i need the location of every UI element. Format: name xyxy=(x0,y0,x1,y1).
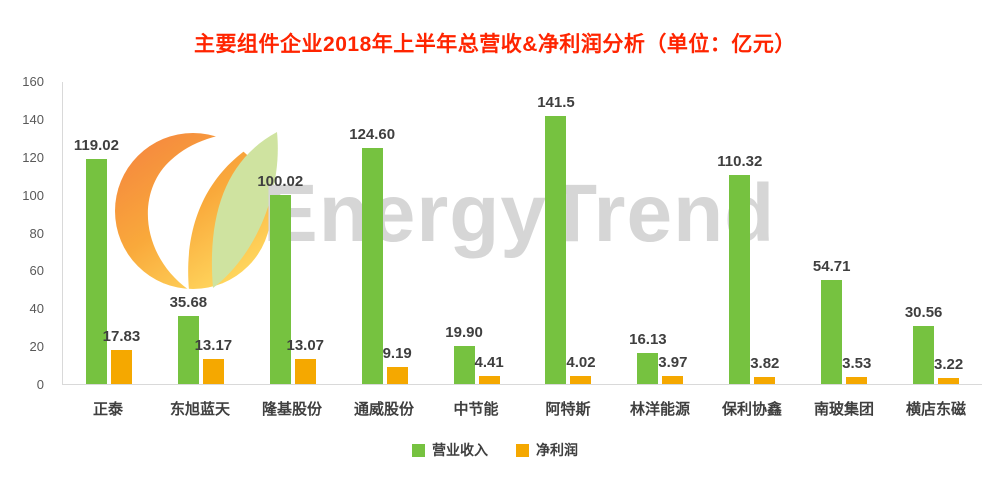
bar-group: 35.68 13.17 xyxy=(155,294,247,384)
x-category-label: 隆基股份 xyxy=(261,401,322,418)
x-category-label: 通威股份 xyxy=(353,401,414,418)
net-profit-value-label: 17.83 xyxy=(102,328,141,346)
net-profit-bar: 4.41 xyxy=(474,354,504,384)
revenue-bar: 30.56 xyxy=(905,304,942,384)
revenue-value-label: 110.32 xyxy=(717,153,763,171)
legend-item-net-profit: 净利润 xyxy=(516,440,578,460)
net-profit-legend-swatch xyxy=(516,443,529,457)
revenue-bar: 110.32 xyxy=(717,153,762,384)
y-tick-label: 0 xyxy=(36,377,44,392)
bar-group: 54.71 3.53 xyxy=(798,258,890,384)
revenue-bar: 19.90 xyxy=(445,324,483,384)
revenue-bar: 16.13 xyxy=(629,331,667,384)
revenue-bar: 54.71 xyxy=(813,258,850,384)
x-axis-labels: 正泰 东旭蓝天 隆基股份 通威股份 中节能 阿特斯 林洋能源 保利协鑫 南玻集团 横店东磁 xyxy=(62,398,982,419)
revenue-bar: 35.68 xyxy=(170,294,207,384)
net-profit-bar: 4.02 xyxy=(566,354,596,384)
bar-group: 141.5 4.02 xyxy=(523,94,615,384)
net-profit-bar: 13.07 xyxy=(286,337,324,384)
revenue-value-label: 30.56 xyxy=(904,304,943,322)
y-tick-label: 80 xyxy=(29,225,44,241)
x-category-label: 横店东磁 xyxy=(905,401,966,418)
x-category-label: 南玻集团 xyxy=(813,401,874,418)
revenue-bar: 124.60 xyxy=(349,126,395,384)
y-tick-label: 140 xyxy=(22,111,44,127)
x-category-label: 正泰 xyxy=(92,401,123,418)
bar-group: 110.32 3.82 xyxy=(706,153,798,384)
x-category-label: 中节能 xyxy=(453,401,499,418)
revenue-value-label: 100.02 xyxy=(257,172,304,190)
y-tick-label: 20 xyxy=(29,339,44,355)
revenue-bar: 141.5 xyxy=(537,94,575,384)
chart-title: 主要组件企业2018年上半年总营收&净利润分析（单位：亿元） xyxy=(194,33,796,56)
net-profit-bar: 17.83 xyxy=(103,328,140,384)
net-profit-value-label: 3.97 xyxy=(658,354,688,372)
net-profit-bar: 3.97 xyxy=(658,354,687,384)
net-profit-value-label: 3.22 xyxy=(934,355,964,373)
net-profit-bar: 3.22 xyxy=(934,356,963,384)
y-tick-label: 60 xyxy=(29,263,44,279)
legend: 营业收入 净利润 xyxy=(0,440,990,460)
net-profit-value-label: 4.02 xyxy=(566,354,596,372)
y-tick-label: 160 xyxy=(22,74,44,89)
net-profit-bar: 3.82 xyxy=(750,355,779,384)
net-profit-bar: 3.53 xyxy=(842,355,871,384)
net-profit-value-label: 13.07 xyxy=(286,337,325,355)
x-category-label: 阿特斯 xyxy=(545,401,591,418)
bar-group: 19.90 4.41 xyxy=(431,324,523,384)
revenue-value-label: 16.13 xyxy=(629,331,667,349)
bar-groups: 119.02 17.83 35.68 13.17 100.02 13.07 124.60 9.… xyxy=(63,82,982,384)
x-category-label: 东旭蓝天 xyxy=(169,401,230,418)
plot-area: EnergyTrend 119.02 17.83 35.68 13.17 100.02 1… xyxy=(62,82,982,385)
net-profit-bar: 9.19 xyxy=(383,345,412,384)
x-category-label: 保利协鑫 xyxy=(721,401,782,418)
revenue-value-label: 54.71 xyxy=(812,258,851,276)
net-profit-legend-label: 净利润 xyxy=(536,442,578,458)
revenue-value-label: 19.90 xyxy=(445,324,483,342)
y-axis: 0 20 40 60 80 100 120 140 160 xyxy=(0,74,54,392)
y-tick-label: 40 xyxy=(29,301,44,317)
net-profit-bar: 13.17 xyxy=(195,337,232,384)
revenue-value-label: 141.5 xyxy=(537,94,575,112)
net-profit-value-label: 3.53 xyxy=(842,355,872,373)
net-profit-value-label: 4.41 xyxy=(474,353,504,371)
y-tick-label: 120 xyxy=(22,149,44,165)
bar-group: 124.60 9.19 xyxy=(339,126,431,384)
revenue-value-label: 119.02 xyxy=(73,136,119,154)
net-profit-value-label: 13.17 xyxy=(194,337,233,355)
revenue-value-label: 35.68 xyxy=(169,294,208,312)
bar-group: 30.56 3.22 xyxy=(890,304,982,384)
x-category-label: 林洋能源 xyxy=(629,401,690,418)
revenue-bar: 100.02 xyxy=(257,173,303,384)
net-profit-value-label: 9.19 xyxy=(382,344,412,362)
bar-group: 100.02 13.07 xyxy=(247,173,339,384)
net-profit-value-label: 3.82 xyxy=(750,354,780,372)
legend-item-revenue: 营业收入 xyxy=(412,440,488,460)
revenue-legend-label: 营业收入 xyxy=(432,442,488,458)
y-tick-label: 100 xyxy=(22,187,44,203)
bar-group: 16.13 3.97 xyxy=(614,331,706,384)
revenue-value-label: 124.60 xyxy=(349,126,396,144)
revenue-legend-swatch xyxy=(412,443,425,457)
bar-group: 119.02 17.83 xyxy=(63,137,155,384)
revenue-bar: 119.02 xyxy=(74,137,119,384)
